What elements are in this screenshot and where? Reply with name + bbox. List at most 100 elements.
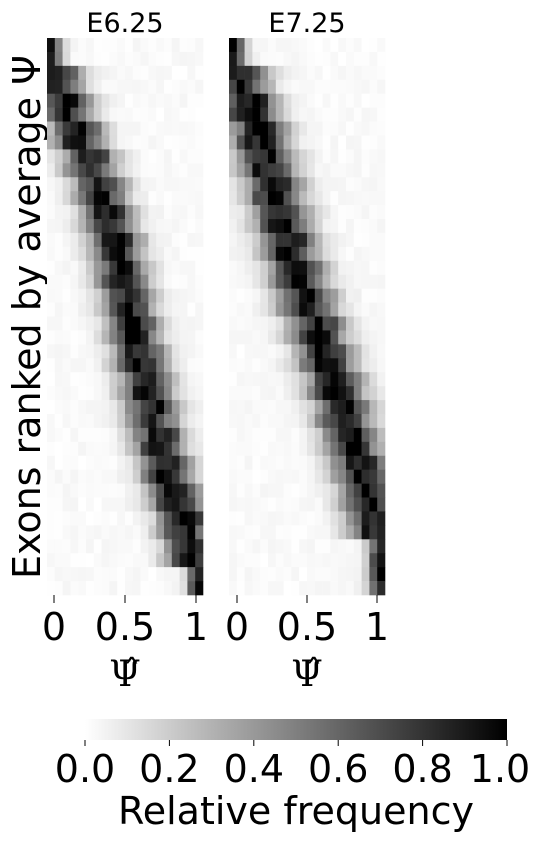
heatmap-cell xyxy=(132,469,141,484)
heatmap-cell xyxy=(164,316,173,331)
heatmap-cell xyxy=(291,330,300,345)
heatmap-cell xyxy=(195,191,204,206)
heatmap-cell xyxy=(377,344,386,359)
heatmap-cell xyxy=(164,386,173,401)
heatmap-cell xyxy=(164,539,173,554)
heatmap-cell xyxy=(47,121,56,136)
heatmap-cell xyxy=(299,121,308,136)
heatmap-cell xyxy=(236,567,245,582)
heatmap-cell xyxy=(260,372,269,387)
heatmap-cell xyxy=(179,400,188,415)
heatmap-cell xyxy=(195,441,204,457)
heatmap-cell xyxy=(156,219,165,234)
heatmap-cell xyxy=(229,567,238,582)
heatmap-cell xyxy=(307,497,316,512)
heatmap-cell xyxy=(117,149,126,164)
heatmap-cell xyxy=(369,330,378,345)
heatmap-cell xyxy=(47,358,56,373)
heatmap-cell xyxy=(132,372,141,387)
heatmap-cell xyxy=(47,553,56,568)
heatmap-cell xyxy=(148,135,157,150)
heatmap-cell xyxy=(70,246,79,262)
heatmap-cell xyxy=(275,511,284,526)
heatmap-cell xyxy=(171,553,180,568)
heatmap-cell xyxy=(140,219,149,234)
x-tick-label: 0 xyxy=(42,605,66,649)
heatmap-cell xyxy=(187,219,196,234)
heatmap-cell xyxy=(275,177,284,192)
heatmap-cell xyxy=(283,219,292,234)
heatmap-cell xyxy=(125,288,134,303)
heatmap-cell xyxy=(369,553,378,568)
heatmap-cell xyxy=(330,93,339,108)
heatmap-cell xyxy=(156,372,165,387)
heatmap-cell xyxy=(353,107,362,122)
heatmap-cell xyxy=(86,163,95,178)
heatmap-cell xyxy=(353,274,362,289)
heatmap-cell xyxy=(330,191,339,206)
heatmap-cell xyxy=(93,246,102,262)
heatmap-cell xyxy=(361,316,370,331)
heatmap-cell xyxy=(132,427,141,443)
heatmap-cell xyxy=(117,288,126,303)
heatmap-cell xyxy=(361,330,370,345)
heatmap-cell xyxy=(78,205,87,220)
heatmap-cell xyxy=(236,260,245,276)
heatmap-cell xyxy=(275,205,284,220)
heatmap-cell xyxy=(148,539,157,554)
heatmap-cell xyxy=(299,441,308,457)
heatmap-cell xyxy=(353,135,362,150)
heatmap-cell xyxy=(346,330,355,345)
heatmap-cell xyxy=(229,469,238,484)
heatmap-cell xyxy=(148,288,157,303)
heatmap-cell xyxy=(252,232,261,248)
heatmap-cell xyxy=(283,38,292,53)
heatmap-cell xyxy=(109,455,118,470)
heatmap-cell xyxy=(54,413,63,429)
heatmap-cell xyxy=(260,358,269,373)
heatmap-cell xyxy=(117,344,126,359)
heatmap-cell xyxy=(109,79,118,95)
heatmap-cell xyxy=(93,51,102,67)
heatmap-cell xyxy=(164,525,173,540)
heatmap-cell xyxy=(322,288,331,303)
heatmap-cell xyxy=(125,79,134,95)
heatmap-cell xyxy=(299,107,308,122)
heatmap-cell xyxy=(314,316,323,331)
heatmap-cell xyxy=(101,316,110,331)
heatmap-cell xyxy=(283,65,292,81)
heatmap-cell xyxy=(140,344,149,359)
heatmap-cell xyxy=(283,441,292,457)
heatmap-cell xyxy=(78,288,87,303)
heatmap-cell xyxy=(187,288,196,303)
heatmap-cell xyxy=(54,93,63,108)
heatmap-cell xyxy=(171,413,180,429)
heatmap-cell xyxy=(236,581,245,596)
heatmap-cell xyxy=(132,288,141,303)
heatmap-cell xyxy=(164,330,173,345)
heatmap-cell xyxy=(101,497,110,512)
heatmap-cell xyxy=(369,441,378,457)
heatmap-cell xyxy=(346,65,355,81)
heatmap-cell xyxy=(377,177,386,192)
heatmap-cell xyxy=(236,65,245,81)
heatmap-cell xyxy=(78,38,87,53)
heatmap-cell xyxy=(283,93,292,108)
heatmap-cell xyxy=(140,163,149,178)
heatmap-cell xyxy=(62,497,71,512)
heatmap-cell xyxy=(252,260,261,276)
heatmap-cell xyxy=(54,163,63,178)
heatmap-cell xyxy=(93,177,102,192)
heatmap-cell xyxy=(148,274,157,289)
heatmap-cell xyxy=(125,455,134,470)
heatmap-cell xyxy=(164,413,173,429)
heatmap-cell xyxy=(164,79,173,95)
heatmap-cell xyxy=(268,539,277,554)
heatmap-cell xyxy=(179,302,188,317)
heatmap-cell xyxy=(148,525,157,540)
heatmap-cell xyxy=(377,93,386,108)
heatmap-cell xyxy=(299,316,308,331)
heatmap-cell xyxy=(156,539,165,554)
heatmap-cell xyxy=(244,51,253,67)
heatmap-cell xyxy=(369,79,378,95)
